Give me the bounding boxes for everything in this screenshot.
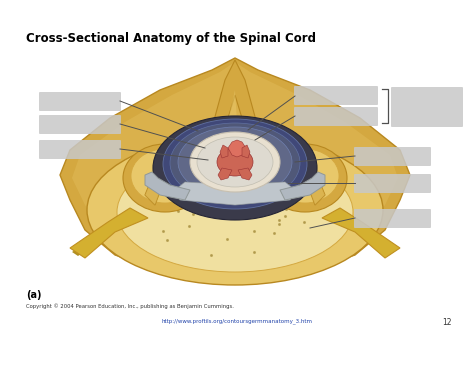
- FancyBboxPatch shape: [39, 140, 121, 159]
- FancyBboxPatch shape: [354, 174, 431, 193]
- Ellipse shape: [87, 135, 383, 285]
- Polygon shape: [210, 60, 260, 138]
- Ellipse shape: [178, 127, 292, 197]
- Ellipse shape: [153, 116, 317, 220]
- Ellipse shape: [131, 149, 199, 203]
- FancyBboxPatch shape: [294, 86, 378, 105]
- Polygon shape: [175, 182, 295, 205]
- Ellipse shape: [217, 148, 253, 176]
- Polygon shape: [70, 208, 148, 258]
- Polygon shape: [175, 182, 295, 205]
- FancyBboxPatch shape: [39, 92, 121, 111]
- FancyBboxPatch shape: [39, 115, 121, 134]
- Ellipse shape: [170, 123, 300, 203]
- FancyBboxPatch shape: [391, 87, 463, 127]
- Polygon shape: [72, 62, 398, 272]
- Text: Cross-Sectional Anatomy of the Spinal Cord: Cross-Sectional Anatomy of the Spinal Co…: [26, 32, 316, 45]
- Text: Copyright © 2004 Pearson Education, Inc., publishing as Benjamin Cummings.: Copyright © 2004 Pearson Education, Inc.…: [26, 303, 234, 309]
- FancyBboxPatch shape: [294, 107, 378, 126]
- Polygon shape: [145, 172, 190, 200]
- Polygon shape: [224, 90, 238, 138]
- Polygon shape: [270, 135, 325, 205]
- Polygon shape: [60, 58, 410, 280]
- Ellipse shape: [190, 132, 280, 192]
- Ellipse shape: [163, 119, 307, 209]
- Polygon shape: [242, 145, 250, 158]
- Ellipse shape: [117, 152, 353, 272]
- Polygon shape: [218, 168, 232, 180]
- Ellipse shape: [271, 149, 339, 203]
- Polygon shape: [145, 135, 200, 205]
- Ellipse shape: [197, 137, 273, 187]
- Polygon shape: [280, 172, 325, 200]
- Polygon shape: [238, 168, 252, 180]
- FancyBboxPatch shape: [354, 147, 431, 166]
- Polygon shape: [145, 135, 200, 205]
- Text: 12: 12: [443, 318, 452, 327]
- Ellipse shape: [263, 144, 347, 212]
- Text: (a): (a): [26, 290, 42, 300]
- Polygon shape: [270, 135, 325, 205]
- Polygon shape: [220, 145, 228, 158]
- Ellipse shape: [123, 144, 207, 212]
- Polygon shape: [228, 140, 246, 157]
- Polygon shape: [322, 208, 400, 258]
- FancyBboxPatch shape: [354, 209, 431, 228]
- Polygon shape: [72, 215, 130, 256]
- Text: http://www.proftils.org/contoursgermmanatomy_3.htm: http://www.proftils.org/contoursgermmana…: [162, 318, 312, 324]
